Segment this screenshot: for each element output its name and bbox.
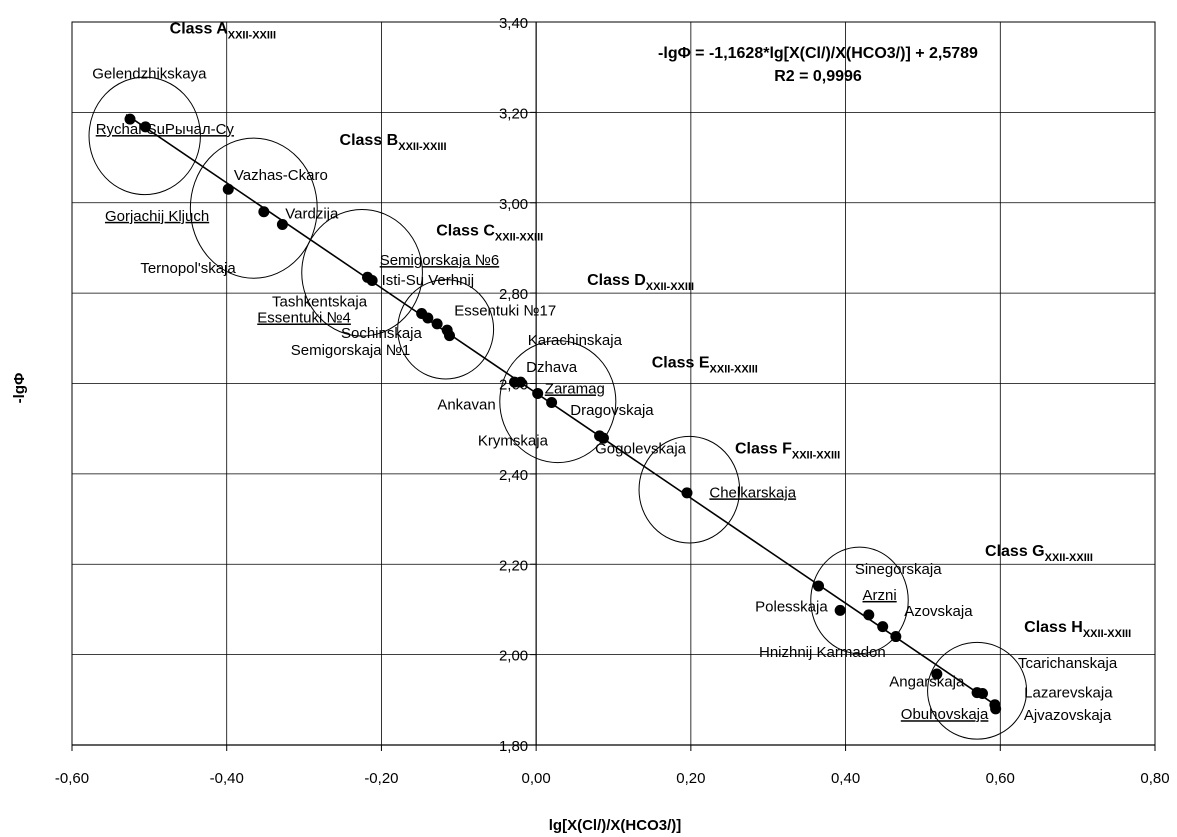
y-tick-label: 2,40 [499,467,528,484]
y-tick-label: 3,20 [499,105,528,122]
data-point [124,113,136,125]
data-point [366,274,378,286]
class-ellipse [88,76,201,196]
point-label: Sochinskaja [341,325,423,342]
point-label: Ankavan [437,396,495,413]
point-label: Lazarevskaja [1024,685,1113,702]
data-point [877,621,889,633]
point-label: Chelkarskaja [709,484,796,501]
point-label: Sinegorskaja [855,561,942,578]
point-label: Gelendzhikskaya [92,65,207,82]
class-label: Class CXXII-XXIII [436,222,543,243]
class-ellipse [499,340,617,464]
data-point [976,687,988,699]
point-label: Gogolevskaja [595,441,687,458]
point-label: Ternopol'skaja [140,260,236,277]
data-point [515,376,527,388]
x-tick-label: -0,60 [55,770,89,787]
point-label: Tashkentskaja [272,294,368,311]
class-ellipse [638,435,741,544]
data-point [276,218,288,230]
point-label: Essentuki №4 [257,309,351,326]
x-tick-label: -0,20 [364,770,398,787]
class-ellipse [810,546,909,655]
tick-labels: -0,60 -0,40 -0,20 0,00 0,20 0,40 0,60 0,80 1,80 2… [55,15,1170,787]
y-tick-label: 2,20 [499,557,528,574]
data-point [258,206,270,218]
class-labels: Class AXXII-XXIII Class BXXII-XXIII Class … [170,20,1131,640]
data-point [546,396,558,408]
x-tick-label: -0,40 [210,770,244,787]
point-label: Semigorskaja №6 [380,252,499,269]
point-label: Essentuki №17 [454,303,556,320]
y-axis-title: -lgΦ [11,373,28,404]
y-tick-label: 3,40 [499,15,528,32]
trendline [125,113,1001,709]
point-label: Vazhas-Ckaro [234,167,328,184]
grid [71,21,1156,745]
data-points [124,113,1002,715]
data-point [444,330,456,342]
class-ellipses [88,76,1028,740]
data-point [890,631,902,643]
data-point [431,318,443,330]
point-label: Karachinskaja [528,332,623,349]
y-tick-label: 2,80 [499,286,528,303]
point-label: Rychal-SuРычал-Су [96,121,235,138]
class-label: Class FXXII-XXIII [735,441,840,462]
point-label: Isti-Su Verhnij [382,272,475,289]
class-label: Class GXXII-XXIII [985,543,1093,564]
point-label: Ajvazovskaja [1024,707,1112,724]
equation-line-1: -lgΦ = -1,1628*lg[X(Cl/)/X(HCO3/)] + 2,5… [658,45,978,62]
x-axis-title: lg[X(Cl/)/X(HCO3/)] [549,817,682,834]
point-label: Dragovskaja [570,402,654,419]
data-point [681,487,693,499]
x-tick-label: 0,40 [831,770,860,787]
class-label: Class BXXII-XXIII [340,132,447,153]
y-tick-label: 1,80 [499,738,528,755]
class-label: Class DXXII-XXIII [587,272,694,293]
data-point [222,183,234,195]
data-point [863,609,875,621]
point-labels: Gelendzhikskaya Rychal-SuРычал-Су Vazhas-C… [92,65,1118,724]
point-label: Vardzija [285,206,339,223]
equation-line-2: R2 = 0,9996 [774,68,862,85]
point-label: Dzhava [526,359,578,376]
data-point [532,387,544,399]
class-ellipse [927,641,1028,740]
y-tick-label: 3,00 [499,196,528,213]
point-label: Semigorskaja №1 [291,342,410,359]
point-label: Angarskaja [889,674,965,691]
data-point [597,432,609,444]
data-point [834,604,846,616]
point-label: Arzni [863,587,897,604]
point-label: Polesskaja [755,599,828,616]
class-label: Class AXXII-XXIII [170,20,276,41]
point-label: Gorjachij Kljuch [105,208,209,225]
class-ellipse [397,279,495,380]
equation: -lgΦ = -1,1628*lg[X(Cl/)/X(HCO3/)] + 2,5… [658,45,978,85]
point-label: Tcarichanskaja [1018,655,1118,672]
data-point [422,312,434,324]
data-point [812,580,824,592]
x-tick-label: 0,20 [676,770,705,787]
y-tick-label: 2,00 [499,648,528,665]
x-tick-label: 0,60 [986,770,1015,787]
class-label: Class EXXII-XXIII [652,355,758,376]
point-label: Azovskaja [904,603,973,620]
data-point [139,121,151,133]
trendline [125,113,1001,709]
point-label: Hnizhnij Karmadon [759,644,886,661]
class-label: Class HXXII-XXIII [1024,619,1131,640]
point-label: Zaramag [545,380,605,397]
data-point [931,668,943,680]
x-tick-label: 0,80 [1140,770,1169,787]
class-ellipse [189,137,318,279]
class-ellipse [301,209,423,337]
x-tick-label: 0,00 [522,770,551,787]
point-label: Obuhovskaja [901,706,989,723]
data-point [990,703,1002,715]
point-label: Krymskaja [478,432,549,449]
